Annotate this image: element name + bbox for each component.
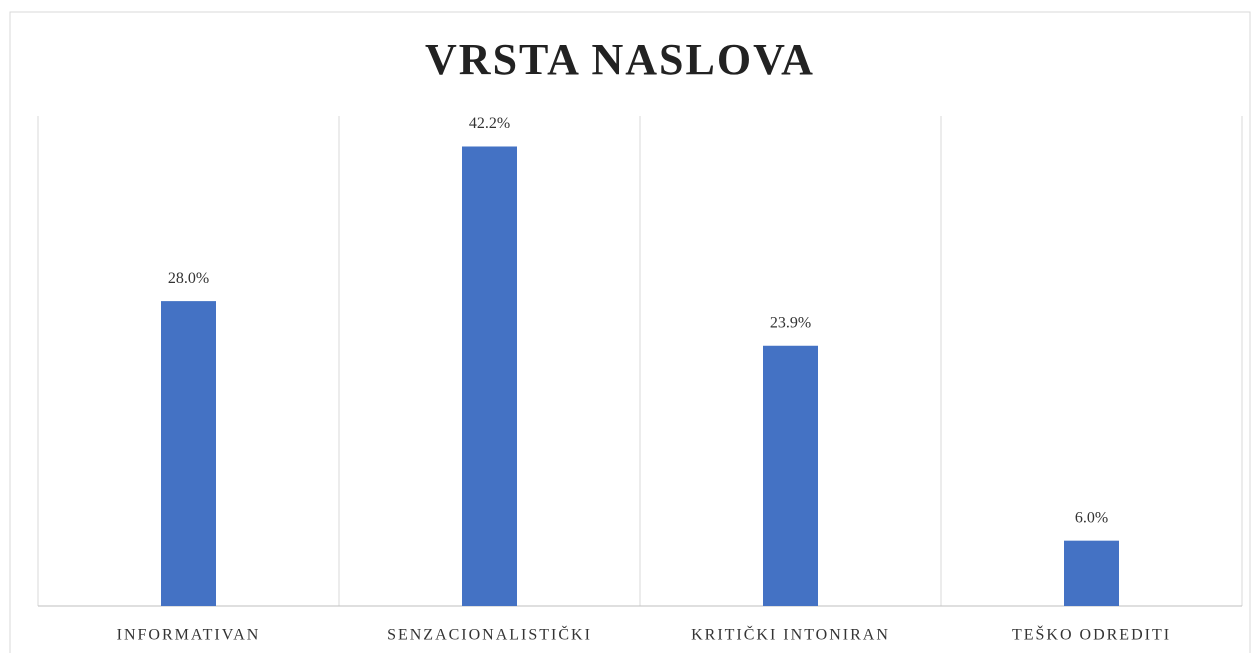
data-label: 42.2% [469, 115, 510, 132]
data-label: 28.0% [168, 270, 209, 287]
x-tick-label: SENZACIONALISTIČKI [387, 625, 592, 644]
chart-title: VRSTA NASLOVA [425, 35, 815, 84]
bar [1064, 540, 1119, 606]
chart-frame [9, 11, 1251, 653]
x-tick-label: INFORMATIVAN [117, 627, 261, 644]
data-label: 23.9% [770, 314, 811, 331]
x-tick-label: KRITIČKI INTONIRAN [691, 625, 890, 644]
x-tick-label: TEŠKO ODREDITI [1012, 625, 1171, 644]
data-label: 6.0% [1075, 509, 1108, 526]
bar [161, 301, 216, 606]
bar [462, 146, 517, 606]
bar [763, 345, 818, 606]
